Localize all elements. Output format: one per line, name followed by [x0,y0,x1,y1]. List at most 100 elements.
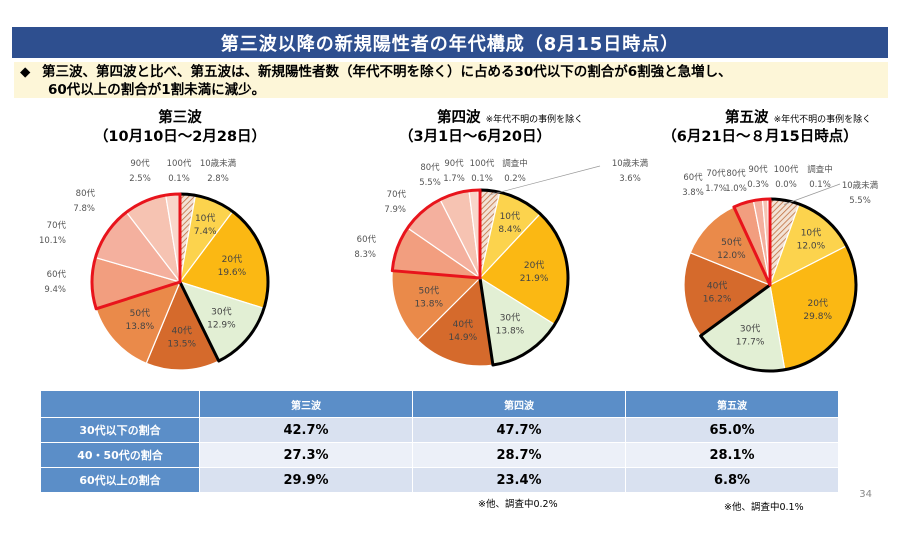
ratio-table: 第三波 第四波 第五波 30代以下の割合 42.7% 47.7% 65.0% 4… [40,390,839,493]
slice-label: 60代 [357,234,377,245]
slice-label: 30代 [740,323,760,334]
slice-label: 10代 [500,211,520,222]
slice-label: 60代 [47,269,67,280]
pie-slice [391,270,482,341]
table-cell: 65.0% [625,417,839,443]
slice-value-label: 0.3% [747,180,769,190]
slice-value-label: 8.3% [354,250,376,260]
slice-label: 20代 [524,260,544,271]
slice-label: 80代 [420,162,440,173]
slice-value-label: 12.0% [717,251,746,261]
slice-value-label: 8.4% [498,225,521,235]
pie-subtitle-wave3: （10月10日～2月28日） [93,129,267,145]
slice-value-label: 10.1% [39,236,66,246]
slice-label: 80代 [726,168,746,179]
pie-note-wave5: ※年代不明の事例を除く [773,115,872,125]
under-40-outline [478,188,570,367]
slice-value-label: 2.5% [129,174,151,184]
page-number: 34 [859,489,872,500]
pie-title-wave3: 第三波 [158,110,202,126]
row-label: 30代以下の割合 [40,417,200,443]
slice-label: 40代 [707,281,727,292]
pie-note-wave4: ※年代不明の事例を除く [485,115,584,125]
slice-label: 40代 [453,319,473,330]
slice-value-label: 17.7% [736,337,765,347]
slice-label: 10歳未満 [612,158,649,169]
slice-value-label: 5.5% [419,178,441,188]
table-cell: 6.8% [625,467,839,493]
slice-label: 10代 [801,228,821,239]
table-cell: 28.7% [412,442,626,468]
table-cell: 28.1% [625,442,839,468]
leader-line [783,183,841,205]
slice-value-label: 0.1% [168,174,190,184]
over-60-outline [90,192,182,311]
slice-value-label: 29.8% [803,312,832,322]
slice-value-label: 0.1% [471,174,493,184]
over-60-outline [732,197,772,287]
slice-value-label: 13.8% [496,327,525,337]
slice-value-label: 16.2% [703,295,732,305]
table-corner [40,390,200,418]
slice-value-label: 13.8% [126,322,155,332]
pie-slice [416,276,494,367]
footnote-wave5: ※他、調査中0.1% [724,502,804,513]
row-label: 60代以上の割合 [40,467,200,493]
table-cell: 27.3% [199,442,413,468]
slice-label: 20代 [807,298,827,309]
slice-value-label: 7.8% [73,204,95,214]
page-title: 第三波以降の新規陽性者の年代構成（8月15日時点） [12,27,888,58]
slice-value-label: 0.1% [809,180,831,190]
slice-value-label: 12.0% [797,242,826,252]
slice-value-label: 7.4% [194,227,217,237]
slice-value-label: 1.7% [443,174,465,184]
slice-label: 40代 [171,326,191,337]
table-row: 40・50代の割合 27.3% 28.7% 28.1% [40,442,839,468]
under-40-outline [178,192,270,363]
table-cell: 47.7% [412,417,626,443]
slice-label: 調査中 [502,158,528,169]
slice-label: 70代 [47,220,67,231]
slice-label: 80代 [76,188,96,199]
slice-value-label: 21.9% [520,274,549,284]
slice-value-label: 2.8% [207,174,229,184]
slice-value-label: 19.6% [218,268,247,278]
pie-title-wave5: 第五波 ※年代不明の事例を除く [725,110,872,126]
pie-subtitle-wave5: （6月21日～８月15日時点） [662,129,858,145]
slice-value-label: 9.4% [44,285,66,295]
table-cell: 23.4% [412,467,626,493]
pie-subtitle-wave4: （3月1日～6月20日） [399,129,551,145]
slice-value-label: 1.7% [705,184,727,194]
slice-label: 90代 [748,164,768,175]
table-cell: 29.9% [199,467,413,493]
table-header: 第三波 [199,390,413,418]
footnote-wave4: ※他、調査中0.2% [478,499,558,510]
pie-slice [683,251,772,337]
slice-label: 70代 [706,168,726,179]
slice-label: 50代 [419,286,439,297]
slice-value-label: 14.9% [449,333,478,343]
slice-label: 調査中 [807,164,833,175]
slice-value-label: 0.2% [504,174,526,184]
table-cell: 42.7% [199,417,413,443]
slice-label: 10代 [195,213,215,224]
slice-label: 100代 [470,158,495,169]
slice-value-label: 1.0% [725,184,747,194]
slice-label: 10歳未満 [200,158,237,169]
slice-value-label: 7.9% [384,205,406,215]
slice-value-label: 0.0% [775,180,797,190]
pie-slice [145,280,220,371]
slice-value-label: 12.9% [207,321,236,331]
slice-label: 50代 [130,308,150,319]
slice-value-label: 5.5% [849,196,871,206]
summary-line-2: 60代以上の割合が1割未満に減少。 [48,82,266,98]
summary-line-1: 第三波、第四波と比べ、第五波は、新規陽性者数（年代不明を除く）に占める30代以下… [42,64,732,80]
table-header: 第四波 [412,390,626,418]
slice-label: 50代 [721,237,741,248]
table-header: 第五波 [625,390,839,418]
summary-box: ◆ 第三波、第四波と比べ、第五波は、新規陽性者数（年代不明を除く）に占める30代以… [14,62,888,98]
over-60-outline [390,188,482,280]
slice-label: 100代 [167,158,192,169]
leader-line [489,165,601,196]
table-row: 30代以下の割合 42.7% 47.7% 65.0% [40,417,839,443]
